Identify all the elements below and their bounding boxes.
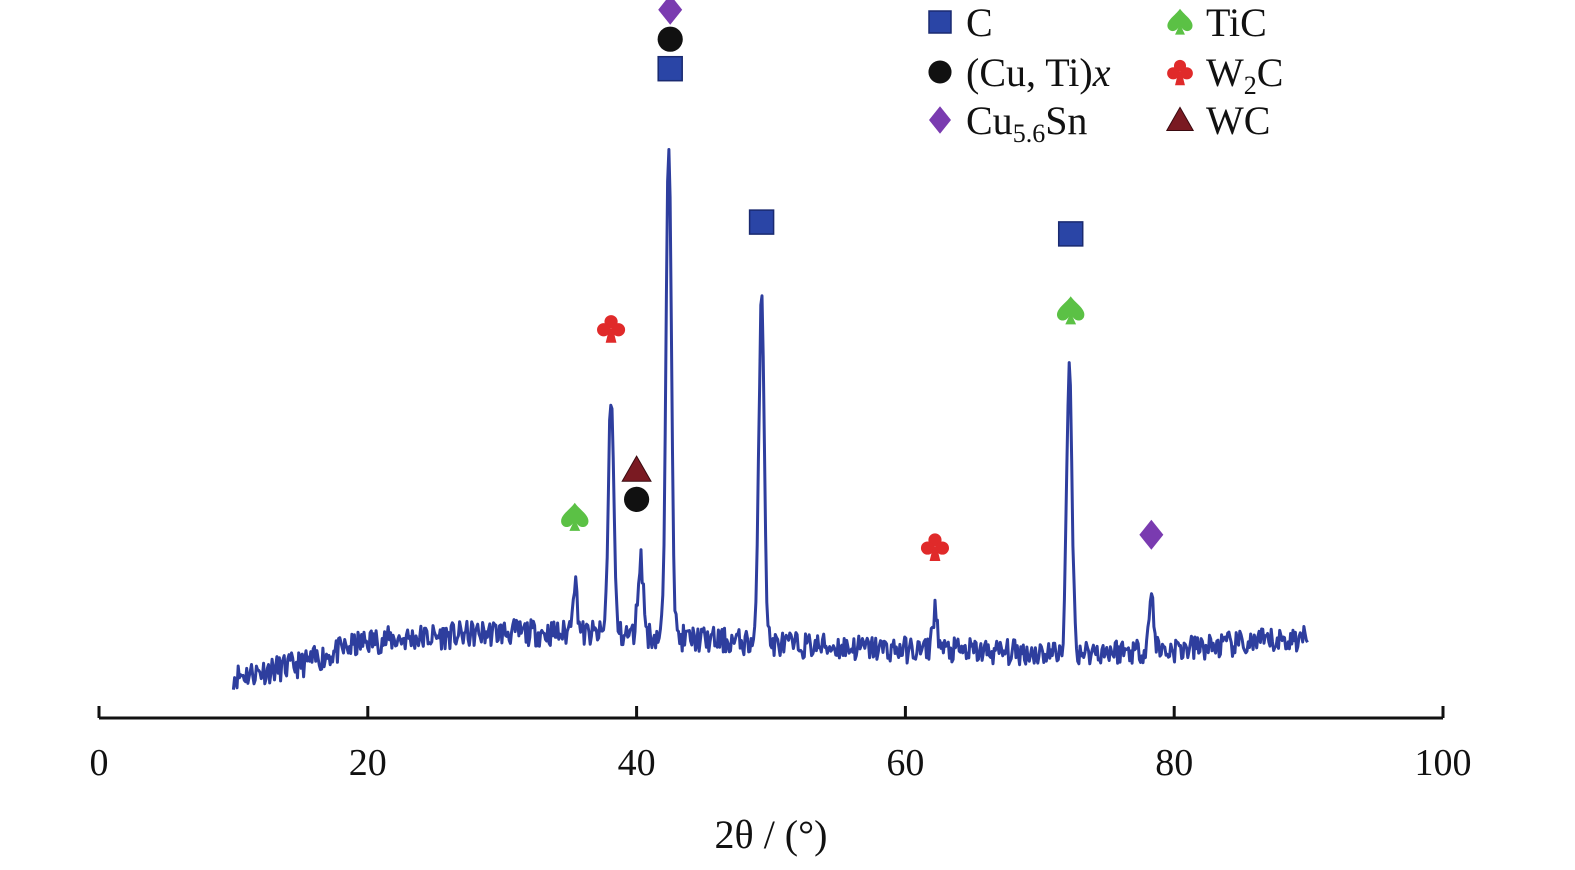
legend-label-cusn: Cu5.6Sn [966, 98, 1087, 148]
x-tick-label: 60 [886, 742, 924, 784]
peak-marker-cusn [1139, 519, 1164, 550]
x-tick-label: 80 [1155, 742, 1193, 784]
legend-symbol-cusn [929, 106, 951, 134]
x-ticks: 0 20 40 60 80 100 [90, 706, 1472, 784]
legend-symbol-wc [1165, 106, 1195, 131]
legend-symbol-c [928, 10, 952, 34]
x-tick-label: 100 [1415, 742, 1472, 784]
peak-marker-w2c [597, 315, 626, 343]
peak-marker-cuti [657, 26, 683, 52]
peak-marker-cusn [658, 0, 683, 25]
peak-marker-cuti [624, 486, 650, 512]
legend-label-cuti: (Cu, Ti)x [966, 50, 1111, 95]
legend-label-w2c: W2C [1206, 50, 1283, 100]
legend-symbol-cuti [928, 60, 952, 84]
peak-marker-tic [1057, 296, 1085, 325]
x-tick-label: 20 [349, 742, 387, 784]
x-axis-title: 2θ / (°) [715, 812, 828, 857]
peak-marker-c [1057, 221, 1084, 247]
x-tick-label: 0 [90, 742, 109, 784]
peak-marker-tic [561, 502, 589, 531]
peak-markers [561, 0, 1164, 561]
legend-symbol-tic [1167, 8, 1193, 35]
plot-area [231, 148, 1309, 690]
peak-marker-wc [621, 455, 652, 482]
legend-label-wc: WC [1206, 98, 1270, 143]
x-axis: 0 20 40 60 80 100 2θ / (°) [90, 706, 1472, 857]
x-tick-label: 40 [618, 742, 656, 784]
legend-label-c: C [966, 0, 993, 45]
xrd-pattern-line [231, 148, 1309, 690]
legend-symbol-w2c [1167, 59, 1193, 86]
legend-label-tic: TiC [1206, 0, 1267, 45]
peak-marker-c [748, 209, 775, 235]
peak-marker-w2c [920, 533, 950, 561]
peak-marker-c [657, 55, 683, 82]
